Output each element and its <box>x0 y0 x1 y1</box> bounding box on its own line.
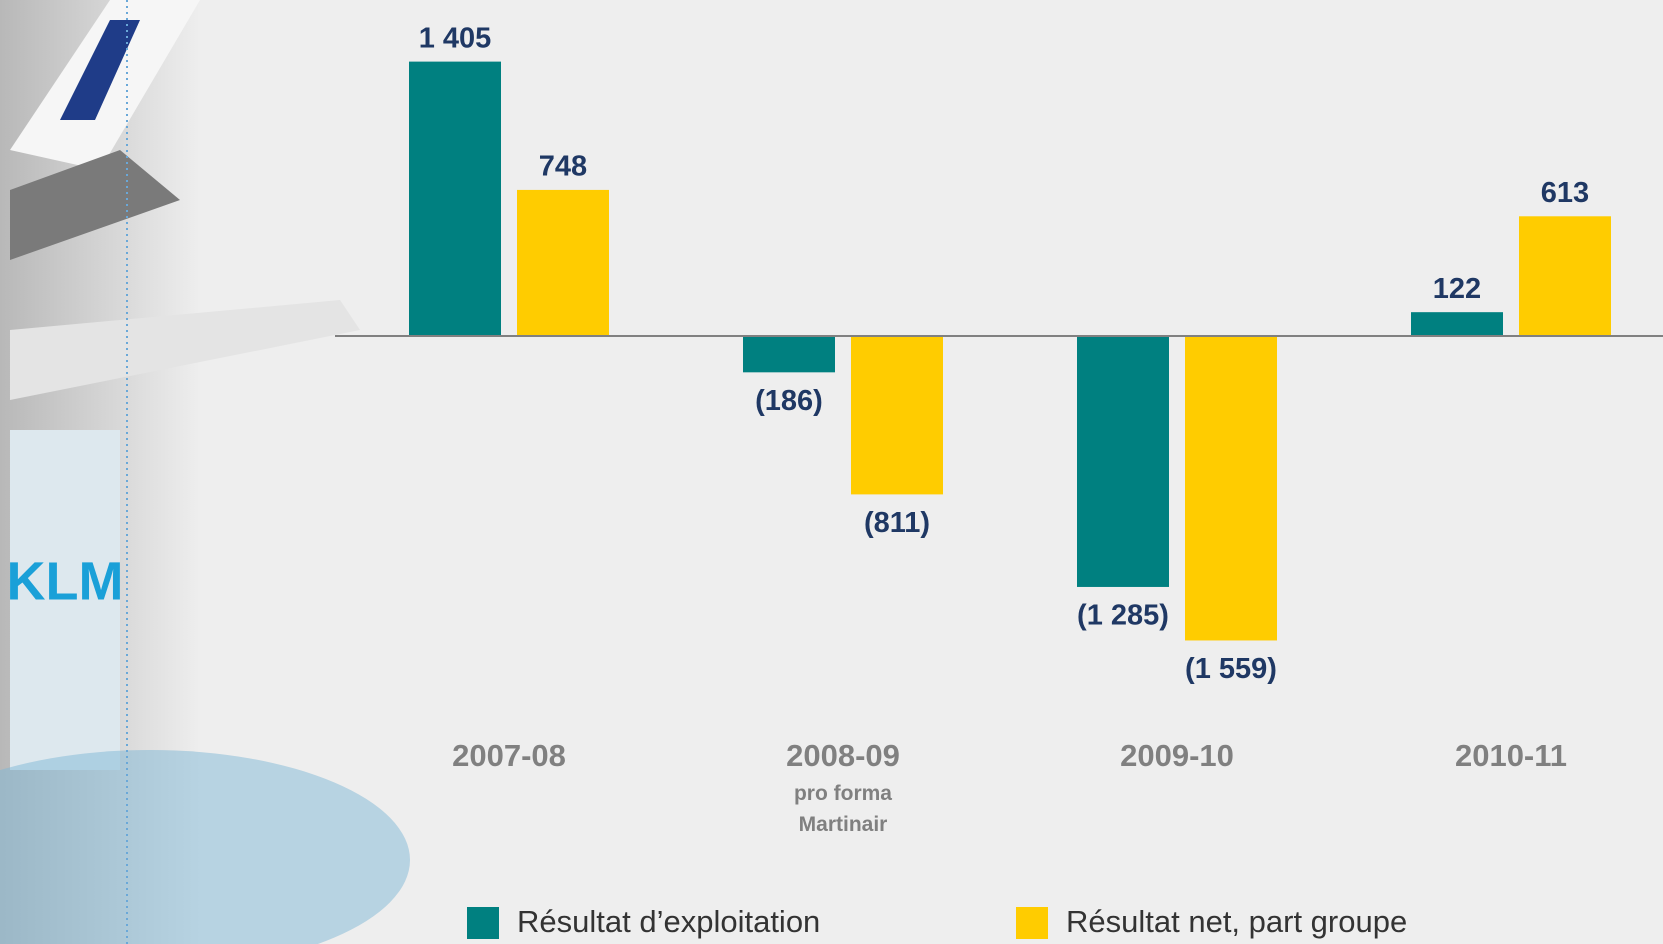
bar <box>1077 336 1169 587</box>
x-tick-label: 2007-08 <box>452 738 566 773</box>
category-note: pro forma Martinair <box>763 778 923 840</box>
value-label: 613 <box>1541 177 1589 209</box>
x-tick-label: 2009-10 <box>1120 738 1234 773</box>
bar <box>1411 312 1503 336</box>
legend-swatch <box>1016 907 1048 939</box>
svg-text:KLM: KLM <box>7 551 124 611</box>
value-label: (1 559) <box>1185 653 1277 685</box>
value-label: (186) <box>755 385 823 417</box>
value-label: 122 <box>1433 273 1481 305</box>
bar <box>743 336 835 372</box>
legend-label: Résultat net, part groupe <box>1066 904 1407 939</box>
legend-label: Résultat d’exploitation <box>517 904 820 939</box>
value-label: 748 <box>539 151 587 183</box>
value-label: 1 405 <box>419 22 492 54</box>
legend-swatch <box>467 907 499 939</box>
bar <box>1519 216 1611 336</box>
x-tick-label: 2010-11 <box>1455 738 1567 773</box>
page: KLM 1 405 (186) (1 285) 122 748 (811) (1 559) 6… <box>0 0 1663 944</box>
bar <box>851 336 943 494</box>
bar <box>517 190 609 336</box>
value-label: (1 285) <box>1077 600 1169 632</box>
decor: KLM <box>0 0 410 944</box>
value-label: (811) <box>864 507 930 539</box>
bar <box>409 62 501 336</box>
bar <box>1185 336 1277 640</box>
x-tick-label: 2008-09 <box>786 738 900 773</box>
